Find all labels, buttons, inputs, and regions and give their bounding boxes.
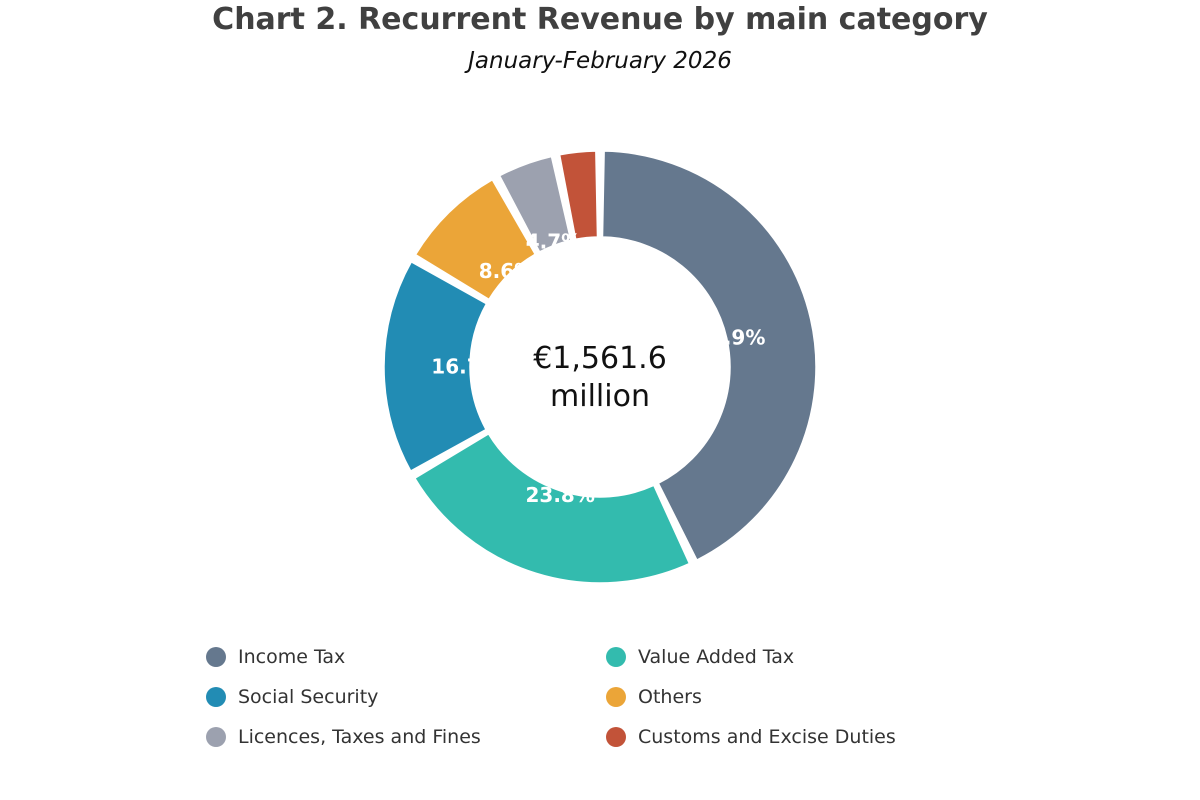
slice-label-others: 8.6% (479, 259, 534, 283)
slice-licences-taxes-and-fines (498, 155, 572, 253)
legend-swatch (606, 727, 626, 747)
slice-label-licences-taxes-and-fines: 4.7% (526, 229, 581, 253)
chart-subtitle: January-February 2026 (468, 48, 732, 74)
legend-swatch (606, 647, 626, 667)
legend-label: Value Added Tax (638, 646, 795, 668)
slice-label-social-security: 16.7% (431, 355, 500, 379)
legend-item-others[interactable]: Others (606, 680, 702, 714)
donut-slices (383, 150, 817, 584)
legend-label: Income Tax (238, 646, 346, 668)
legend-item-social-security[interactable]: Social Security (206, 680, 378, 714)
legend-label: Customs and Excise Duties (638, 726, 896, 748)
slice-customs-and-excise-duties (558, 150, 599, 241)
legend-swatch (206, 647, 226, 667)
legend-item-income-tax[interactable]: Income Tax (206, 640, 345, 674)
slice-label-value-added-tax: 23.8% (526, 483, 595, 507)
slice-label-income-tax: 42.9% (696, 325, 765, 349)
slice-value-added-tax (414, 433, 691, 584)
legend-item-licences-taxes-and-fines[interactable]: Licences, Taxes and Fines (206, 720, 481, 754)
legend-swatch (606, 687, 626, 707)
legend-swatch (206, 727, 226, 747)
legend-swatch (206, 687, 226, 707)
legend-item-customs-and-excise-duties[interactable]: Customs and Excise Duties (606, 720, 896, 754)
slice-others (414, 179, 536, 301)
legend-label: Licences, Taxes and Fines (238, 726, 481, 748)
legend-item-value-added-tax[interactable]: Value Added Tax (606, 640, 794, 674)
donut-slice-labels: 42.9% 23.8% 16.7% 8.6% 4.7% (431, 229, 765, 507)
chart-title: Chart 2. Recurrent Revenue by main categ… (212, 2, 988, 37)
slice-income-tax (601, 150, 817, 561)
legend-label: Others (638, 686, 702, 708)
center-total-unit: million (550, 379, 650, 414)
slice-social-security (383, 261, 488, 472)
legend-label: Social Security (238, 686, 379, 708)
center-total-value: €1,561.6 (533, 341, 667, 376)
